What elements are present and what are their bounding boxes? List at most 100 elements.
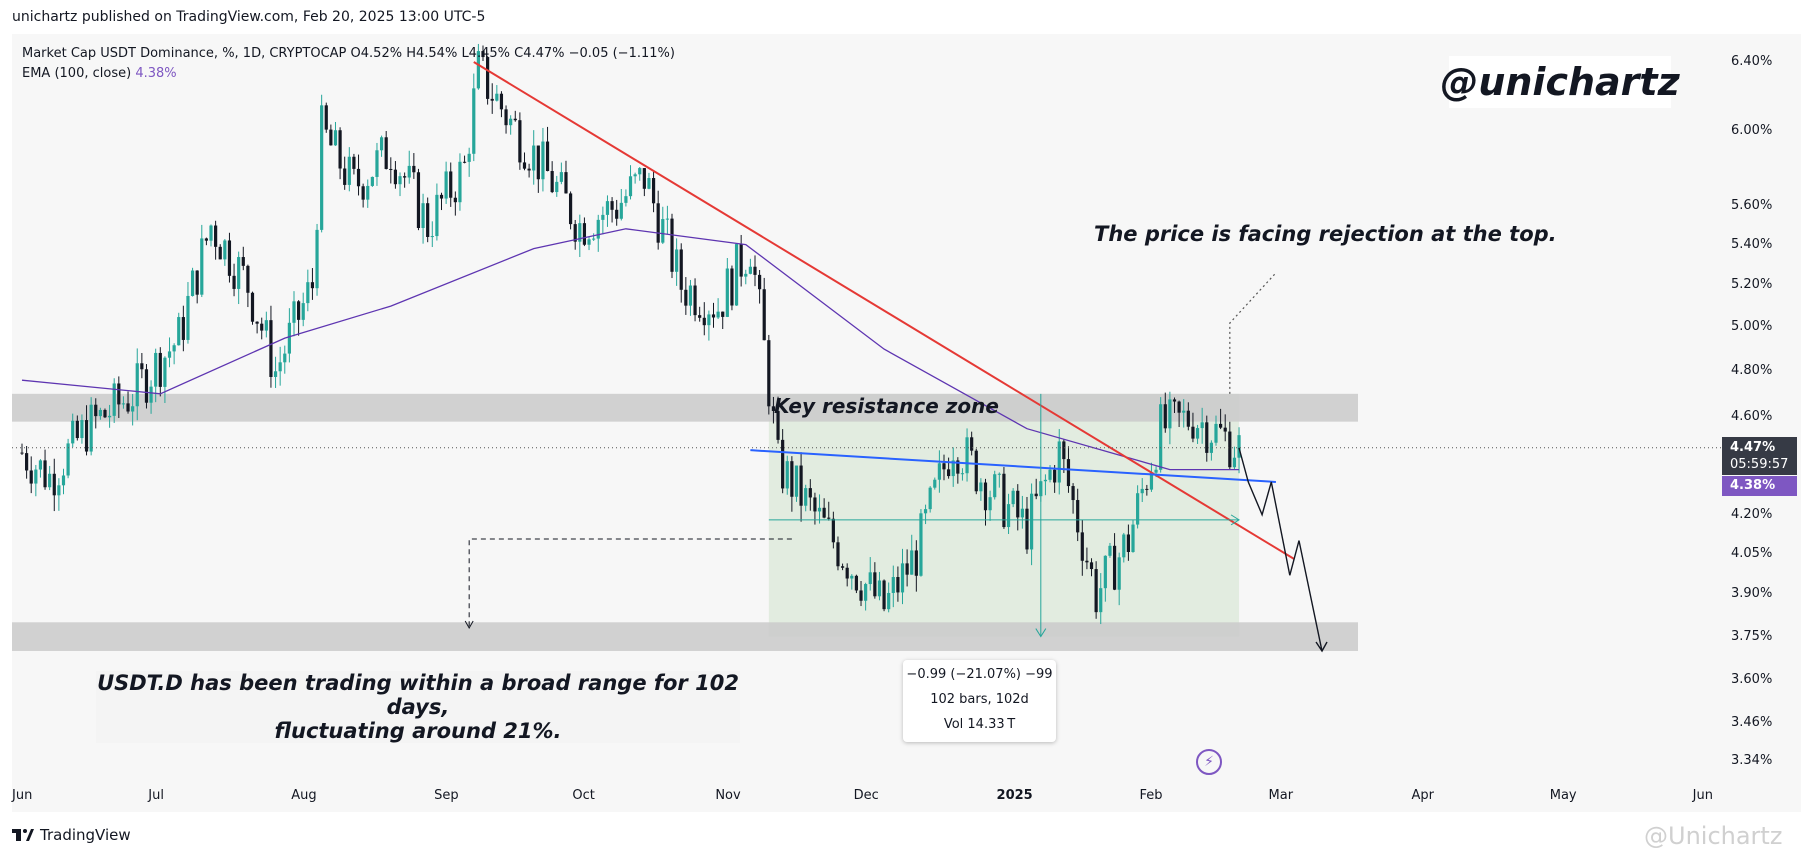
candle-body	[453, 197, 457, 203]
candle-body	[1131, 524, 1135, 552]
candle-body	[223, 240, 227, 260]
candle-body	[518, 120, 522, 163]
candle-body	[1002, 473, 1006, 528]
candle-body	[711, 314, 716, 318]
candle-body	[601, 214, 605, 220]
candle-body	[131, 406, 135, 412]
candle-body	[956, 460, 960, 474]
candle-body	[449, 171, 453, 198]
candle-body	[1191, 426, 1195, 439]
candle-body	[89, 404, 93, 452]
candle-body	[1223, 427, 1227, 432]
candle-body	[481, 51, 485, 58]
time-tick: Mar	[1268, 788, 1294, 803]
candle-body	[1053, 469, 1057, 483]
legend-ema-label[interactable]: EMA (100, close)	[22, 66, 132, 81]
candle-body	[877, 580, 882, 597]
time-tick: Aug	[291, 788, 317, 803]
candle-body	[527, 168, 531, 171]
legend-change: −0.05 (−1.11%)	[568, 46, 675, 61]
time-tick: Oct	[572, 788, 595, 803]
candle-body	[204, 238, 208, 241]
candle-body	[988, 497, 992, 511]
legend-ema-row: EMA (100, close) 4.38%	[22, 64, 675, 84]
candle-body	[1103, 555, 1107, 589]
candle-body	[997, 473, 1001, 475]
candle-body	[126, 403, 130, 412]
chart-svg[interactable]	[12, 34, 1801, 812]
candle-body	[66, 443, 70, 476]
candle-body	[647, 178, 651, 189]
projection-path	[1238, 447, 1323, 652]
price-tick: 5.40%	[1731, 236, 1773, 252]
candle-body	[416, 172, 421, 229]
candle-body	[610, 201, 614, 210]
candle-body	[324, 105, 328, 130]
candle-body	[366, 185, 370, 200]
candle-body	[721, 311, 725, 317]
candle-body	[94, 404, 98, 417]
price-tick: 4.05%	[1731, 545, 1773, 561]
candle-body	[536, 145, 540, 180]
author-watermark: @unichartz	[1440, 60, 1680, 104]
time-tick: 2025	[996, 788, 1033, 803]
tradingview-logo[interactable]: TradingView	[12, 826, 131, 844]
candle-body	[61, 475, 66, 486]
candle-body	[776, 410, 780, 440]
candle-body	[753, 266, 757, 275]
legend-open: O4.52%	[350, 46, 403, 61]
candle-body	[951, 460, 955, 477]
candle-body	[509, 118, 513, 126]
candle-body	[1136, 493, 1140, 525]
candle-body	[1029, 493, 1034, 550]
candle-body	[550, 171, 554, 193]
legend-close: C4.47%	[514, 46, 565, 61]
candle-body	[923, 509, 928, 514]
candle-body	[379, 137, 384, 151]
candle-body	[781, 439, 785, 489]
candle-body	[287, 322, 291, 354]
candle-body	[919, 513, 923, 576]
measure-change: −0.99 (−21.07%) −99	[906, 667, 1053, 682]
candle-body	[785, 461, 789, 489]
candle-body	[352, 156, 356, 169]
candle-body	[970, 437, 974, 451]
candle-body	[947, 469, 951, 477]
candle-body	[186, 295, 190, 340]
candle-body	[873, 572, 877, 597]
candle-body	[52, 473, 56, 496]
range-bracket	[468, 538, 792, 628]
candle-body	[1071, 486, 1075, 501]
candle-body	[1080, 532, 1084, 561]
candle-body	[1076, 500, 1080, 533]
candle-body	[310, 282, 315, 289]
candle-body	[177, 317, 181, 346]
candle-body	[343, 168, 347, 185]
candle-body	[1085, 560, 1089, 563]
measure-volume: Vol 14.33 T	[943, 717, 1016, 732]
time-tick: Feb	[1139, 788, 1163, 803]
candle-body	[748, 266, 752, 274]
candle-body	[1140, 488, 1144, 494]
candle-body	[1200, 422, 1204, 429]
candle-body	[850, 575, 854, 579]
candle-body	[1149, 472, 1154, 490]
legend-symbol[interactable]: Market Cap USDT Dominance, %, 1D, CRYPTO…	[22, 46, 347, 61]
candle-body	[361, 186, 365, 200]
candle-body	[472, 88, 476, 154]
measure-tooltip: −0.99 (−21.07%) −99 102 bars, 102d Vol 1…	[903, 660, 1056, 742]
price-tick: 4.80%	[1731, 363, 1773, 379]
candle-body	[71, 420, 75, 444]
candle-body	[315, 229, 319, 289]
candle-body	[195, 270, 199, 295]
candle-body	[1195, 428, 1200, 439]
candle-body	[619, 202, 623, 219]
time-tick: Jul	[148, 788, 164, 803]
time-tick: May	[1549, 788, 1577, 803]
candle-body	[624, 196, 628, 203]
candle-body	[20, 452, 24, 454]
candle-body	[665, 218, 669, 220]
candle-body	[578, 223, 582, 242]
lightning-icon[interactable]: ⚡	[1196, 749, 1222, 775]
candle-body	[172, 345, 176, 352]
